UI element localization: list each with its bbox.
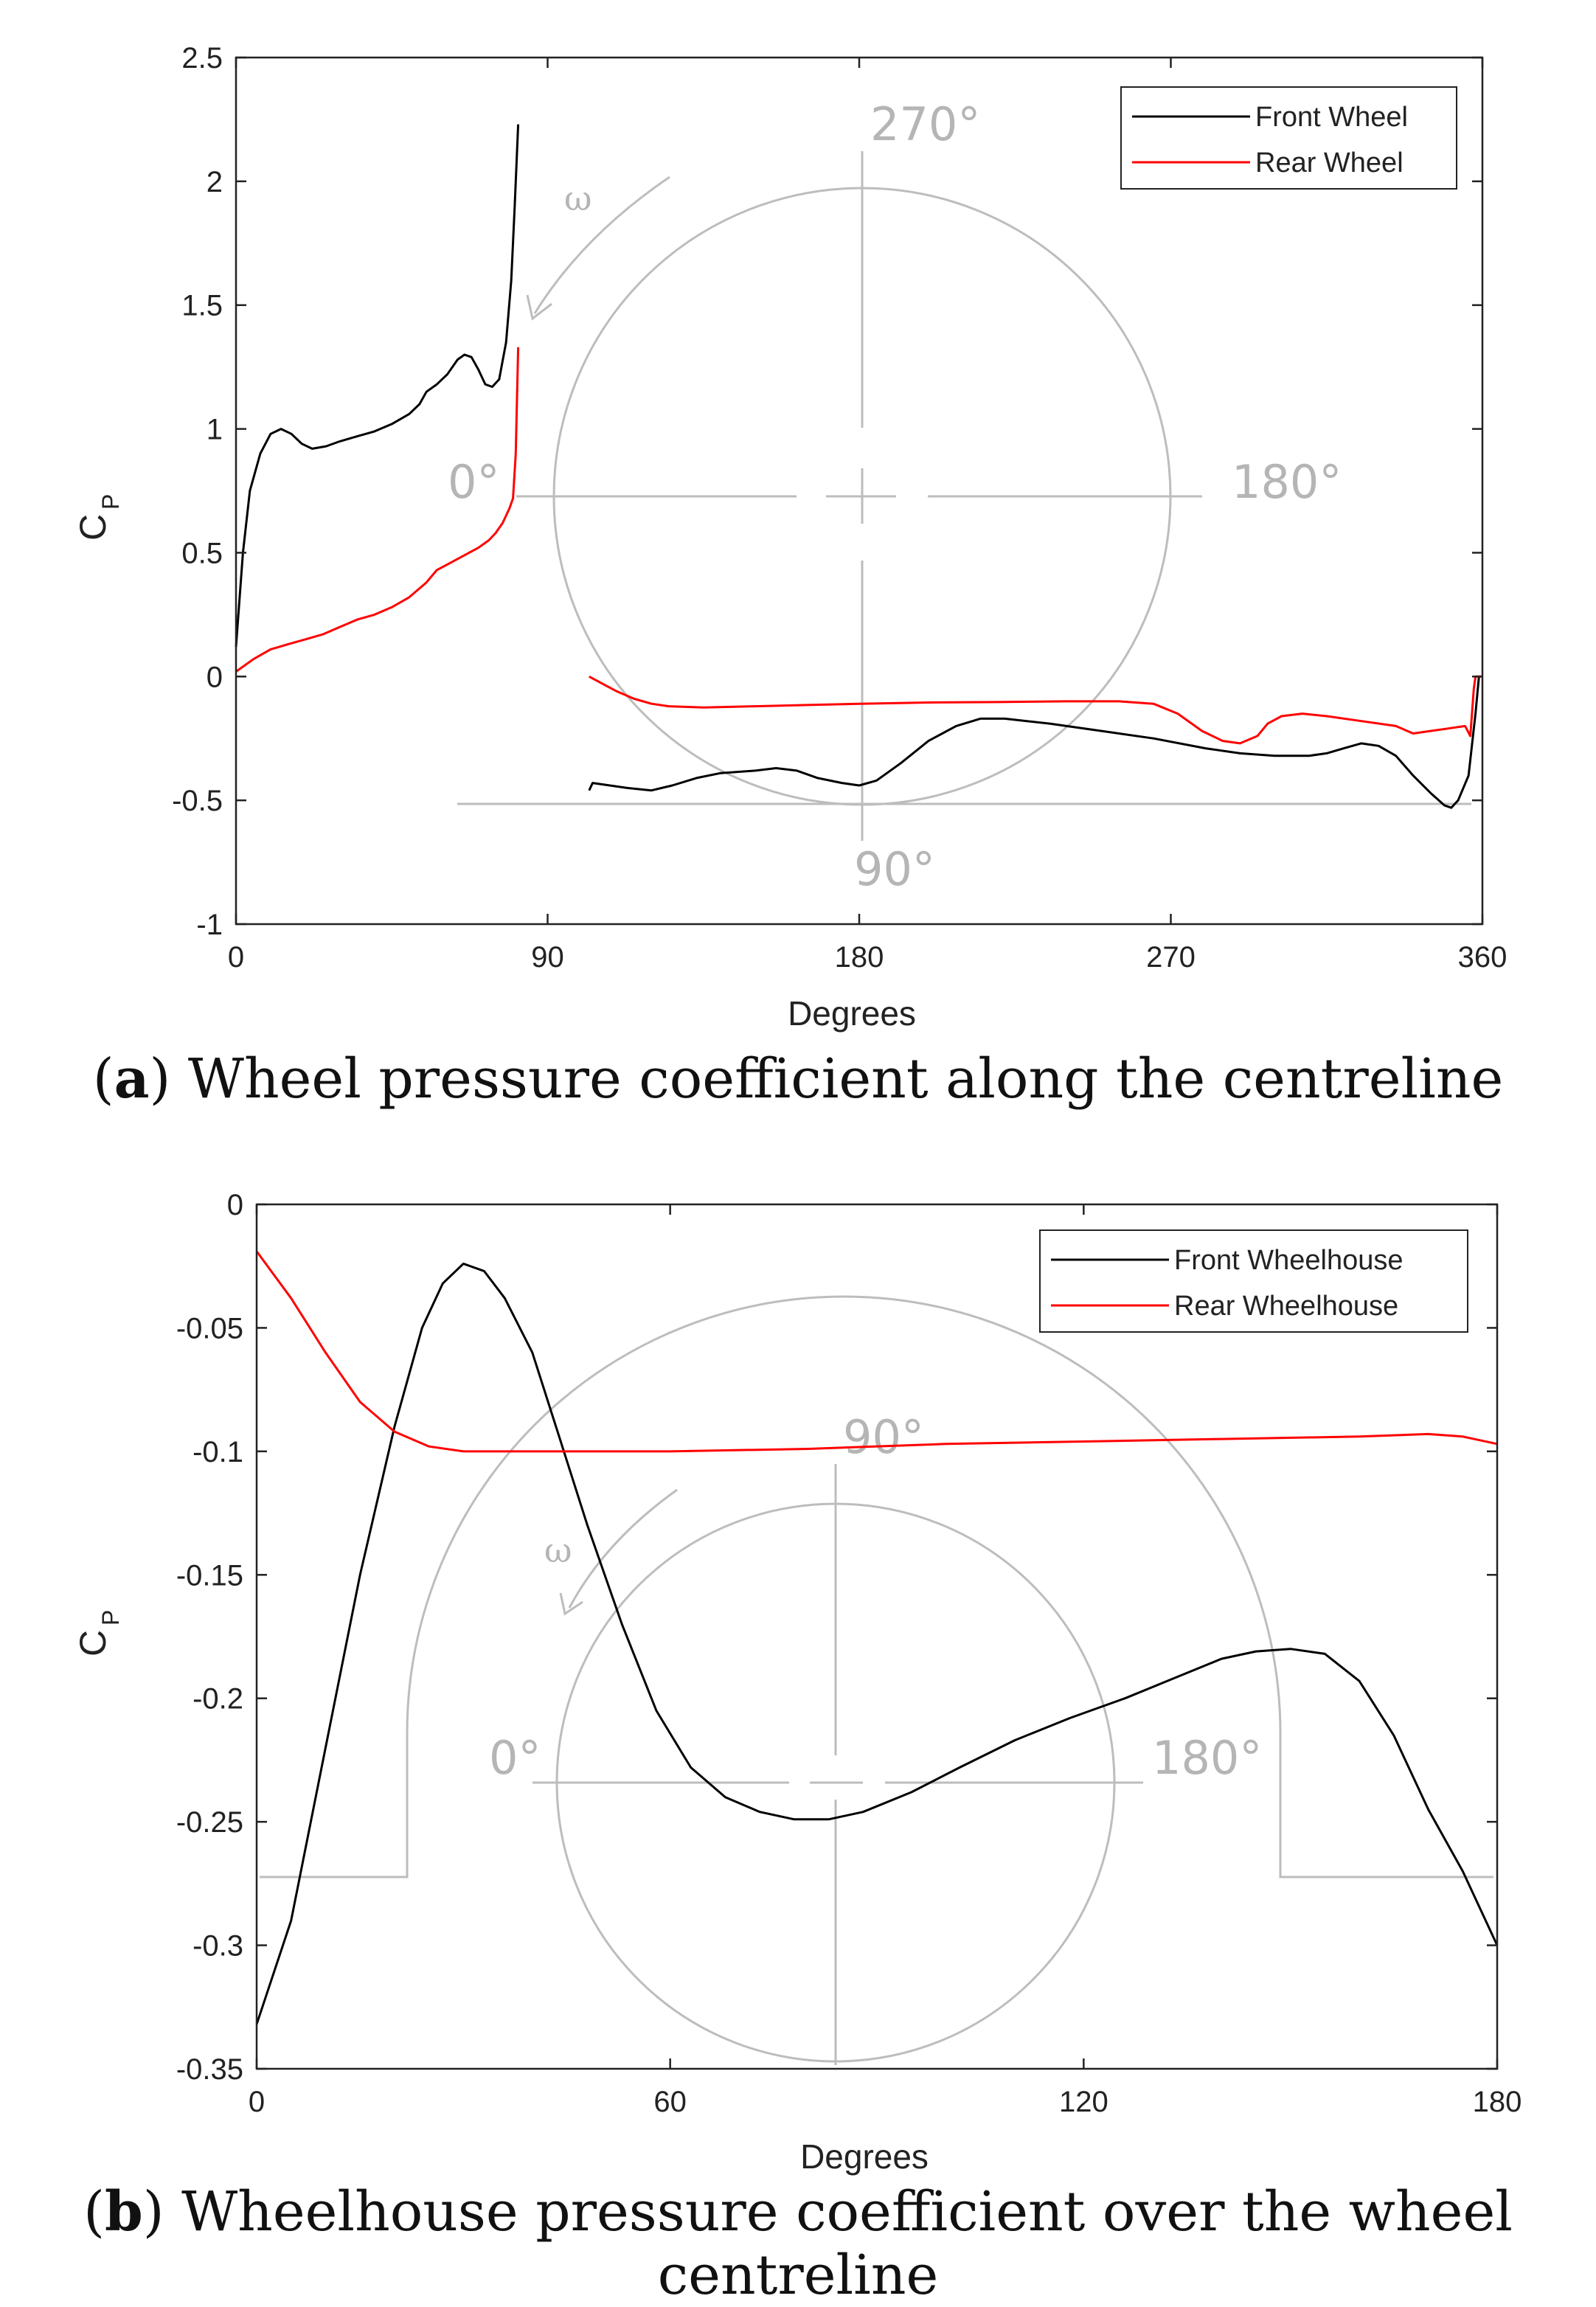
angle-label-0: 0°	[448, 455, 499, 509]
y-axis-label-sub: P	[97, 494, 124, 510]
y-tick-label: -0.15	[176, 1559, 243, 1592]
caption-b-label: b	[104, 2180, 143, 2244]
rotation-arrowhead-icon	[559, 1592, 583, 1616]
legend-a: Front Wheel Rear Wheel	[1120, 86, 1457, 190]
y-axis-label: C P	[72, 494, 124, 541]
series-line-rear-wheel	[235, 347, 520, 673]
legend-box	[1120, 86, 1457, 190]
plot-area-a: 0 90 180 270 360 -1 -0.5 0 0.5 1 1.5 2 2.5	[172, 42, 1507, 974]
x-tick-label: 0	[228, 941, 244, 974]
y-tick-label: 1	[207, 414, 223, 446]
angle-label-0: 0°	[489, 1731, 541, 1785]
x-tick-label: 180	[835, 941, 884, 974]
chart-b: ω 90° 0° 180° 0 60 120 180 -0.35 -0.3 -0.25 -0.…	[72, 1189, 1522, 2176]
series-line-rear-wheel	[589, 675, 1482, 745]
plot-area-b: 0 60 120 180 -0.35 -0.3 -0.25 -0.2 -0.15 -0.1 -0.0…	[176, 1189, 1522, 2118]
legend-label-front-wheel: Front Wheel	[1255, 102, 1408, 133]
x-tick-label: 60	[653, 2086, 687, 2118]
angle-label-180: 180°	[1232, 455, 1342, 509]
caption-a-label: a	[114, 1047, 150, 1111]
y-axis-label: C P	[72, 1610, 124, 1656]
x-tick-label: 0	[249, 2086, 265, 2118]
legend-box	[1039, 1229, 1468, 1333]
rotation-arrow-icon	[568, 1488, 678, 1609]
y-tick-label: -0.1	[192, 1436, 243, 1468]
x-tick-label: 360	[1458, 941, 1507, 974]
y-tick-label: -0.05	[176, 1312, 243, 1345]
caption-a-text: Wheel pressure coefficient along the cen…	[187, 1047, 1504, 1111]
rotation-arrow-icon	[533, 176, 670, 314]
y-tick-label: 0	[207, 661, 223, 693]
caption-a: (a) Wheel pressure coefficient along the…	[92, 1047, 1504, 1111]
angle-label-90: 90°	[854, 842, 935, 896]
y-tick-label: 1.5	[181, 290, 223, 322]
angle-label-270: 270°	[870, 97, 980, 151]
caption-b: (b) Wheelhouse pressure coefficient over…	[83, 2180, 1513, 2307]
chart-a: ω 270° 0° 180° 90° 0 90 180 270 360 -1 -0.5 0 0.…	[72, 42, 1507, 1033]
y-tick-label: -0.25	[176, 1806, 243, 1839]
series-line-front-wheelhouse	[255, 1262, 1499, 2025]
y-tick-label: -0.3	[192, 1930, 243, 1963]
series-line-front-wheel	[235, 124, 520, 648]
series-line-rear-wheelhouse	[255, 1250, 1498, 1453]
axes-frame	[255, 1203, 1499, 2070]
y-tick-label: 0.5	[181, 537, 223, 569]
x-axis-label: Degrees	[800, 2137, 929, 2176]
angle-label-90: 90°	[843, 1410, 924, 1464]
x-tick-label: 270	[1146, 941, 1196, 974]
x-axis-label: Degrees	[788, 994, 916, 1033]
omega-label: ω	[544, 1530, 572, 1570]
y-tick-label: 2.5	[181, 42, 223, 74]
series-line-front-wheel	[588, 676, 1480, 809]
y-axis-label-sub: P	[97, 1610, 124, 1626]
legend-label-rear-wheelhouse: Rear Wheelhouse	[1174, 1291, 1398, 1322]
x-tick-label: 90	[531, 941, 564, 974]
legend-b: Front Wheelhouse Rear Wheelhouse	[1039, 1229, 1468, 1333]
wheelhouse-sketch-b: ω 90° 0° 180°	[260, 1295, 1493, 2065]
rotation-arrowhead-icon	[526, 294, 552, 321]
y-tick-label: 2	[207, 166, 223, 198]
wheel-sketch-a: ω 270° 0° 180° 90°	[448, 97, 1471, 896]
angle-label-180: 180°	[1152, 1731, 1262, 1785]
y-axis-label-main: C	[72, 514, 114, 541]
legend-label-front-wheelhouse: Front Wheelhouse	[1174, 1245, 1404, 1276]
x-tick-label: 180	[1473, 2086, 1522, 2118]
omega-label: ω	[564, 178, 592, 218]
y-tick-label: -0.2	[192, 1683, 243, 1715]
y-tick-label: -0.5	[172, 785, 223, 817]
sketch-wheelhouse-outline	[260, 1295, 1493, 1878]
y-tick-label: -1	[196, 909, 223, 941]
y-tick-label: -0.35	[176, 2053, 243, 2086]
y-tick-label: 0	[227, 1189, 243, 1221]
caption-b-text: Wheelhouse pressure coefficient over the…	[181, 2180, 1513, 2307]
x-tick-label: 120	[1059, 2086, 1108, 2118]
legend-label-rear-wheel: Rear Wheel	[1255, 148, 1404, 178]
y-axis-label-main: C	[72, 1630, 114, 1656]
